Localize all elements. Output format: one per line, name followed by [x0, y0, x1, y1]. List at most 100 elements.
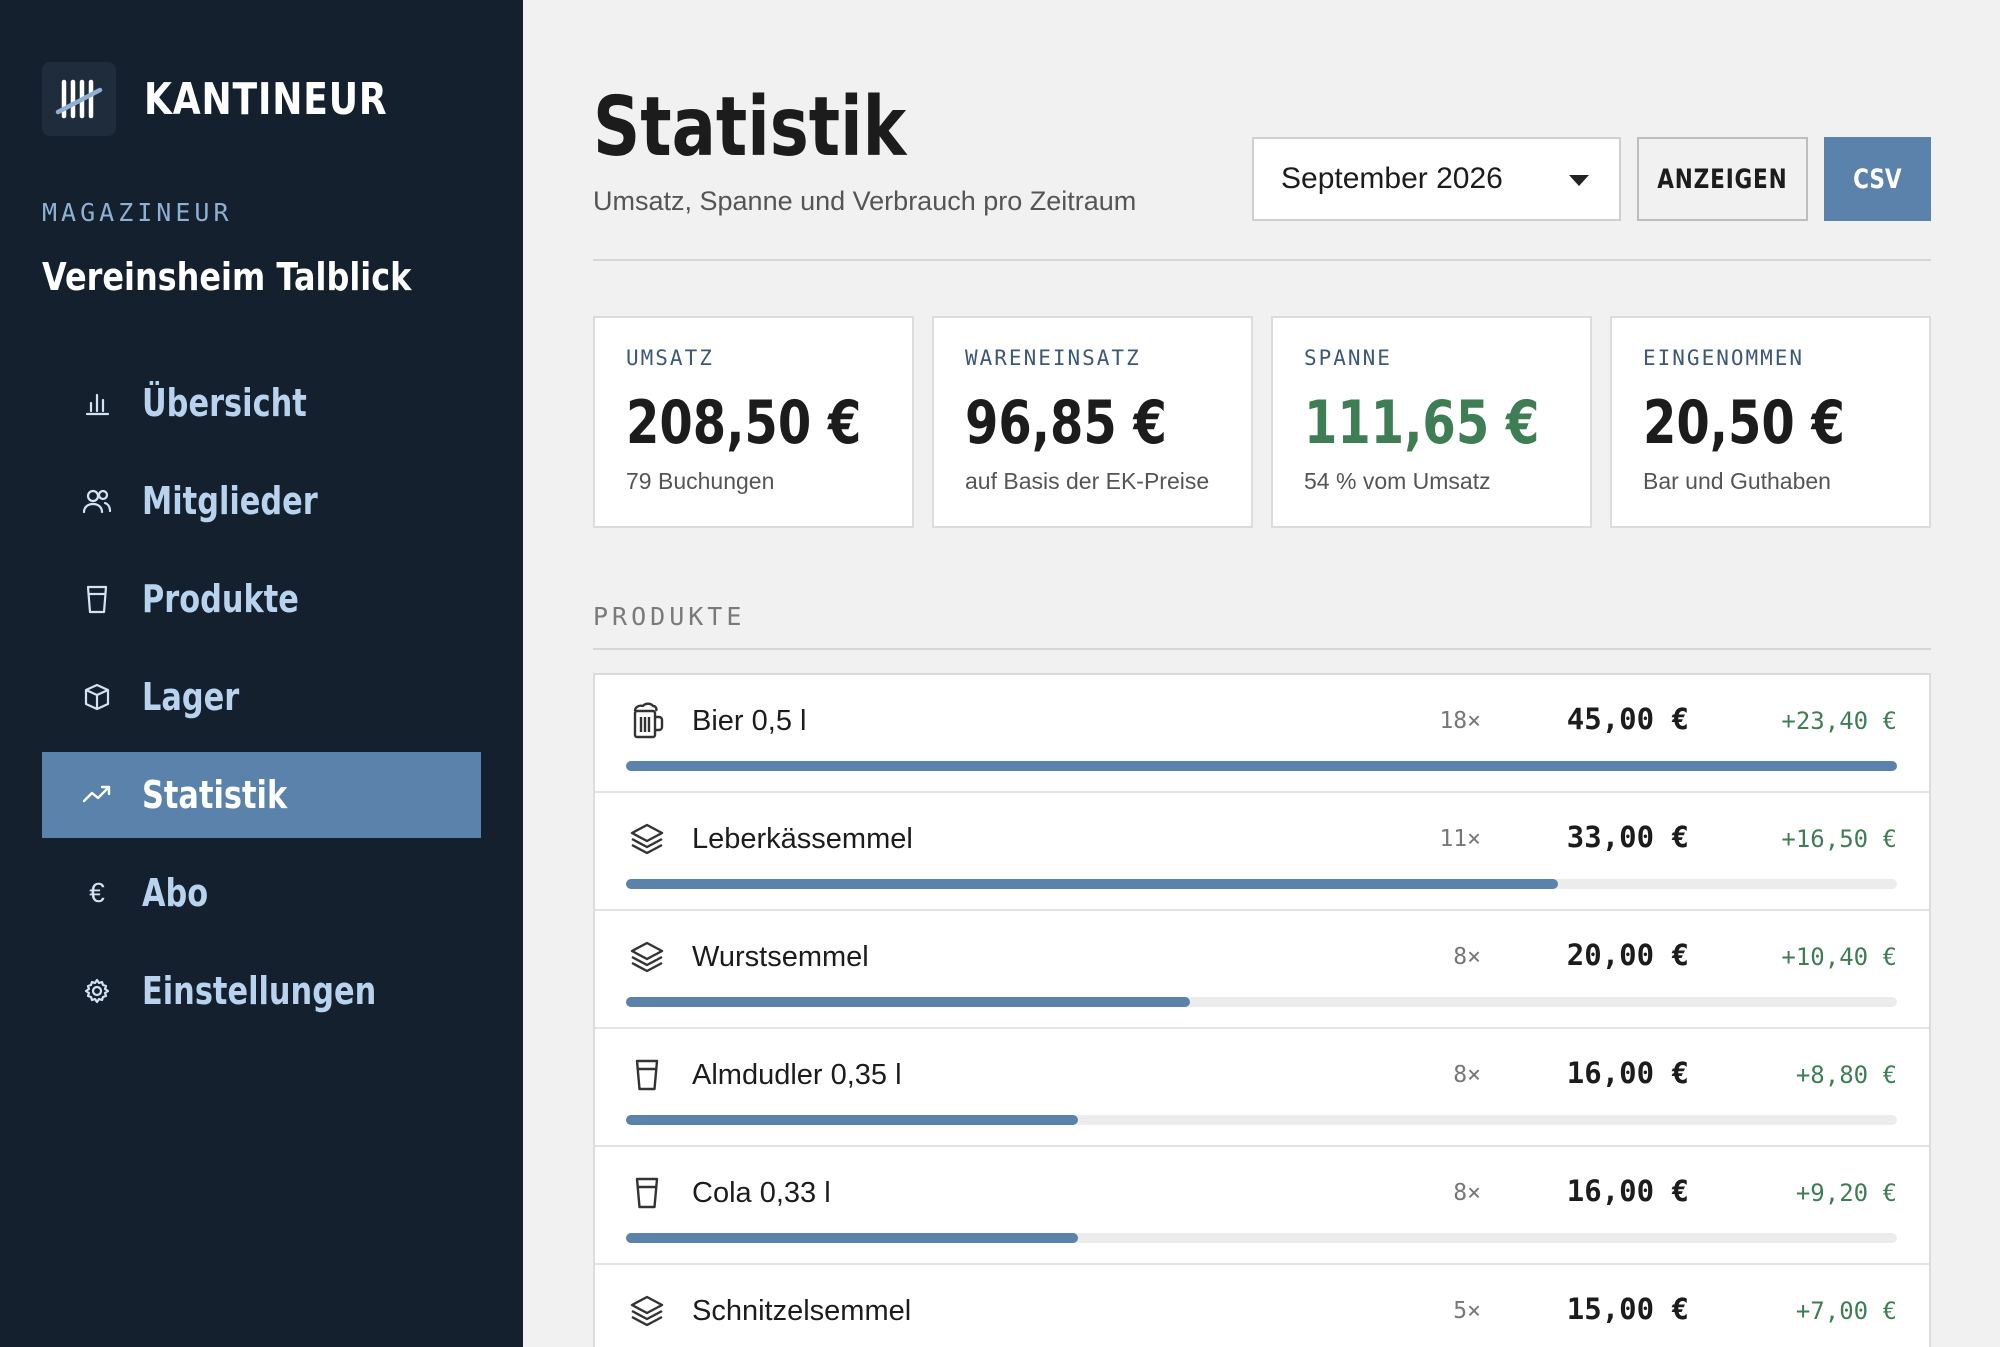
- sidebar-item-label: Übersicht: [142, 381, 307, 425]
- user-role: MAGAZINEUR: [42, 198, 233, 227]
- layers-icon: [629, 819, 665, 859]
- brand-logo[interactable]: KANTINEUR: [42, 62, 441, 136]
- kpi-subtext: Bar und Guthaben: [1643, 468, 1831, 494]
- bar-chart-icon: [80, 386, 114, 420]
- header-divider: [593, 259, 1931, 261]
- product-row[interactable]: Schnitzelsemmel 5× 15,00 € +7,00 €: [595, 1265, 1929, 1347]
- kpi-subtext: auf Basis der EK-Preise: [965, 468, 1210, 494]
- product-row[interactable]: Cola 0,33 l 8× 16,00 € +9,20 €: [595, 1147, 1929, 1265]
- product-count: 8×: [1453, 944, 1481, 970]
- sidebar-item-label: Produkte: [142, 577, 299, 621]
- product-name: Schnitzelsemmel: [692, 1295, 912, 1327]
- box-icon: [80, 680, 114, 714]
- product-revenue: 16,00 €: [1566, 1056, 1689, 1090]
- product-margin: +16,50 €: [1781, 825, 1897, 853]
- share-bar-track: [626, 1233, 1897, 1243]
- layers-icon: [629, 1291, 665, 1331]
- section-divider: [593, 648, 1931, 650]
- kpi-card-umsatz: UMSATZ 208,50 € 79 Buchungen: [593, 316, 914, 528]
- product-count: 8×: [1453, 1062, 1481, 1088]
- product-margin: +8,80 €: [1795, 1061, 1897, 1089]
- csv-button-label: CSV: [1853, 163, 1902, 195]
- kpi-subtext: 54 % vom Umsatz: [1304, 468, 1491, 494]
- sidebar-item-label: Lager: [142, 675, 240, 719]
- trend-icon: [80, 778, 114, 812]
- product-revenue: 45,00 €: [1566, 702, 1689, 736]
- products-section-title: PRODUKTE: [593, 602, 746, 631]
- page-subtitle: Umsatz, Spanne und Verbrauch pro Zeitrau…: [593, 186, 1137, 216]
- share-bar-track: [626, 1115, 1897, 1125]
- share-bar-fill: [626, 1115, 1079, 1125]
- product-row[interactable]: Leberkässemmel 11× 33,00 € +16,50 €: [595, 793, 1929, 911]
- share-bar-track: [626, 761, 1897, 771]
- period-select-value: September 2026: [1281, 162, 1503, 195]
- organization-name: Vereinsheim Talblick: [42, 255, 412, 299]
- product-count: 8×: [1453, 1180, 1481, 1206]
- kpi-cards: UMSATZ 208,50 € 79 Buchungen WARENEINSAT…: [593, 316, 1931, 528]
- product-count: 11×: [1439, 826, 1481, 852]
- share-bar-fill: [626, 997, 1191, 1007]
- sidebar-item-produkte[interactable]: Produkte: [42, 556, 481, 642]
- kpi-subtext: 79 Buchungen: [626, 468, 775, 494]
- kpi-label: EINGENOMMEN: [1643, 346, 1805, 370]
- sidebar-item-label: Statistik: [142, 773, 288, 817]
- show-button-label: ANZEIGEN: [1657, 163, 1788, 195]
- kpi-value: 20,50 €: [1643, 388, 1845, 458]
- sidebar-item-mitglieder[interactable]: Mitglieder: [42, 458, 481, 544]
- share-bar-track: [626, 879, 1897, 889]
- csv-export-button[interactable]: CSV: [1824, 137, 1931, 221]
- sidebar-item-abo[interactable]: € Abo: [42, 850, 481, 936]
- cup-icon: [629, 1055, 665, 1095]
- sidebar-item-lager[interactable]: Lager: [42, 654, 481, 740]
- tally-icon: [42, 62, 116, 136]
- product-count: 18×: [1439, 708, 1481, 734]
- kpi-card-wareneinsatz: WARENEINSATZ 96,85 € auf Basis der EK-Pr…: [932, 316, 1253, 528]
- sidebar-item-einstellungen[interactable]: Einstellungen: [42, 948, 481, 1034]
- product-name: Cola 0,33 l: [692, 1177, 831, 1209]
- sidebar-item-statistik[interactable]: Statistik: [42, 752, 481, 838]
- share-bar-fill: [626, 761, 1897, 771]
- product-row[interactable]: Almdudler 0,35 l 8× 16,00 € +8,80 €: [595, 1029, 1929, 1147]
- gear-icon: [80, 974, 114, 1008]
- kpi-label: WARENEINSATZ: [965, 346, 1141, 370]
- product-margin: +9,20 €: [1795, 1179, 1897, 1207]
- product-count: 5×: [1453, 1298, 1481, 1324]
- product-revenue: 16,00 €: [1566, 1174, 1689, 1208]
- cup-icon: [629, 1173, 665, 1213]
- product-list: Bier 0,5 l 18× 45,00 € +23,40 € Leberkäs…: [593, 673, 1931, 1347]
- product-revenue: 15,00 €: [1566, 1292, 1689, 1326]
- product-margin: +10,40 €: [1781, 943, 1897, 971]
- product-name: Wurstsemmel: [692, 941, 869, 973]
- product-name: Bier 0,5 l: [692, 705, 807, 737]
- cup-icon: [80, 582, 114, 616]
- chevron-down-icon: [1569, 175, 1589, 186]
- product-name: Leberkässemmel: [692, 823, 913, 855]
- kpi-value: 96,85 €: [965, 388, 1167, 458]
- kpi-label: UMSATZ: [626, 346, 714, 370]
- sidebar: KANTINEUR MAGAZINEUR Vereinsheim Talblic…: [0, 0, 523, 1347]
- kpi-value: 208,50 €: [626, 388, 862, 458]
- layers-icon: [629, 937, 665, 977]
- period-select[interactable]: September 2026: [1252, 137, 1621, 221]
- product-row[interactable]: Wurstsemmel 8× 20,00 € +10,40 €: [595, 911, 1929, 1029]
- product-revenue: 20,00 €: [1566, 938, 1689, 972]
- share-bar-fill: [626, 879, 1558, 889]
- product-row[interactable]: Bier 0,5 l 18× 45,00 € +23,40 €: [595, 675, 1929, 793]
- product-margin: +7,00 €: [1795, 1297, 1897, 1325]
- share-bar-fill: [626, 1233, 1079, 1243]
- kpi-card-spanne: SPANNE 111,65 € 54 % vom Umsatz: [1271, 316, 1592, 528]
- product-margin: +23,40 €: [1781, 707, 1897, 735]
- euro-icon: €: [89, 877, 105, 908]
- sidebar-item-label: Abo: [142, 871, 209, 915]
- sidebar-item-uebersicht[interactable]: Übersicht: [42, 360, 481, 446]
- beer-mug-icon: [629, 701, 665, 741]
- users-icon: [80, 484, 114, 518]
- kpi-value: 111,65 €: [1304, 388, 1540, 458]
- kpi-label: SPANNE: [1304, 346, 1392, 370]
- product-revenue: 33,00 €: [1566, 820, 1689, 854]
- sidebar-nav: Übersicht Mitglieder Produkte: [42, 360, 481, 1046]
- show-button[interactable]: ANZEIGEN: [1637, 137, 1808, 221]
- kpi-card-eingenommen: EINGENOMMEN 20,50 € Bar und Guthaben: [1610, 316, 1931, 528]
- brand-name: KANTINEUR: [144, 73, 388, 125]
- sidebar-item-label: Mitglieder: [142, 479, 318, 523]
